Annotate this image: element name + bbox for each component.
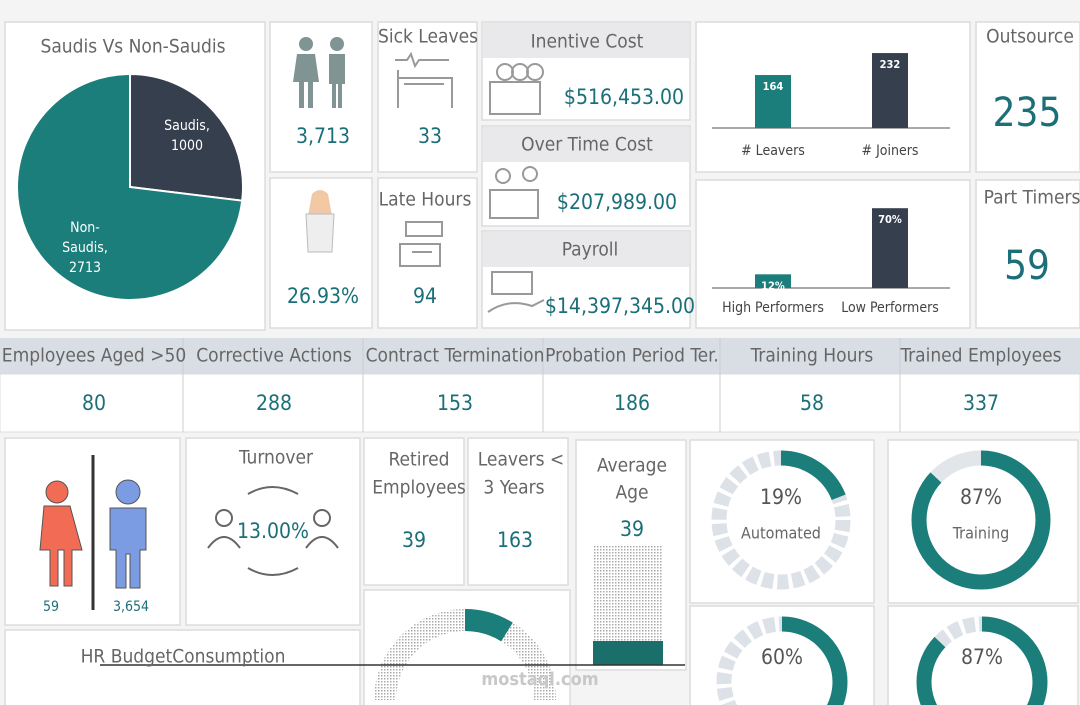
- metric-value: 153: [437, 391, 473, 415]
- pie-value: 1000: [171, 138, 203, 154]
- saudi-icon: [305, 190, 335, 253]
- donut-caption: Automated: [741, 524, 821, 543]
- male-value: 3,654: [113, 599, 149, 615]
- metric-title: Trained Employees: [899, 345, 1061, 367]
- sick-leaves-title: Sick Leaves: [378, 26, 478, 48]
- clock-icon: [399, 221, 443, 267]
- pie-label: Non-: [70, 220, 100, 236]
- metrics-values: [0, 373, 1080, 433]
- metric-value: 80: [82, 391, 106, 415]
- female-value: 59: [43, 599, 59, 615]
- metric-title: Probation Period Ter.: [545, 345, 719, 367]
- donut-label: 87%: [960, 485, 1002, 509]
- donut-arc: [916, 616, 1048, 705]
- bar: [755, 75, 791, 128]
- donut-label: 60%: [761, 645, 803, 669]
- category-label: High Performers: [722, 300, 824, 316]
- card-header: [483, 232, 689, 267]
- employees-value: 3,713: [296, 124, 350, 148]
- cost-title: Inentive Cost: [531, 31, 644, 53]
- outsource-title: Outsource: [986, 26, 1074, 48]
- people-icon: [293, 37, 345, 108]
- age-bar-fill: [593, 641, 663, 665]
- donut-arc: [716, 616, 848, 705]
- retired-title: Retired: [389, 449, 450, 471]
- donut-caption: Training: [952, 524, 1010, 543]
- bar-label: 12%: [761, 279, 785, 292]
- metric-value: 58: [800, 391, 824, 415]
- cost-value: $516,453.00: [564, 85, 684, 109]
- pie-slice: [129, 72, 244, 202]
- watermark: mostaql.com: [481, 669, 598, 690]
- outsource-value: 235: [993, 90, 1062, 136]
- average-age-value: 39: [620, 517, 644, 541]
- money-icon: [487, 63, 545, 313]
- cost-value: $207,989.00: [557, 190, 677, 214]
- card-header: [483, 127, 689, 162]
- metric-title: Training Hours: [750, 345, 874, 367]
- donut-label: 87%: [961, 645, 1003, 669]
- cost-title: Over Time Cost: [521, 134, 653, 156]
- category-label: # Joiners: [862, 143, 919, 159]
- turnover-title: Turnover: [238, 447, 314, 469]
- pie-value: 2713: [69, 260, 101, 276]
- metric-dividers: [182, 338, 901, 432]
- saudi-share-value: 26.93%: [287, 284, 359, 308]
- pie-slice: [16, 72, 244, 301]
- metric-title: Employees Aged >50: [2, 345, 186, 367]
- card: [695, 21, 971, 173]
- early-leavers-value: 163: [497, 528, 533, 552]
- card: [695, 179, 971, 329]
- metric-title: Corrective Actions: [196, 345, 352, 367]
- pie-label: Saudis,: [62, 240, 108, 256]
- early-leavers-title: 3 Years: [483, 477, 544, 499]
- retired-title: Employees: [372, 477, 466, 499]
- retired-value: 39: [402, 528, 426, 552]
- card: [185, 437, 361, 626]
- card: [269, 21, 373, 173]
- half-donut-arc: [464, 609, 513, 642]
- bar-label: 164: [763, 80, 784, 93]
- pie-label: Saudis,: [164, 118, 210, 134]
- category-label: # Leavers: [741, 143, 805, 159]
- bar: [872, 208, 908, 288]
- metric-value: 337: [963, 391, 999, 415]
- turnover-icon: [207, 486, 339, 576]
- card: [467, 437, 569, 586]
- metric-title: Contract Termination: [366, 345, 545, 367]
- part-timers-title: Part Timers: [984, 187, 1080, 209]
- donut-arc: [911, 450, 1051, 590]
- sick-leaves-value: 33: [418, 124, 442, 148]
- turnover-value: 13.00%: [237, 519, 309, 543]
- bar: [755, 274, 791, 288]
- average-age-title: Average: [597, 455, 667, 477]
- bar-label: 232: [880, 58, 901, 71]
- metric-value: 186: [614, 391, 650, 415]
- donut-arc: [711, 450, 851, 590]
- card-header: [483, 23, 689, 58]
- hr-budget-title: HR BudgetConsumption: [81, 646, 286, 668]
- bar: [872, 53, 908, 129]
- cost-title: Payroll: [562, 239, 619, 261]
- card: [4, 629, 361, 705]
- bed-icon: [395, 51, 453, 108]
- card: [975, 21, 1080, 173]
- pie-title: Saudis Vs Non-Saudis: [40, 36, 225, 58]
- donut-label: 19%: [760, 485, 802, 509]
- late-hours-title: Late Hours: [379, 189, 472, 211]
- metric-value: 288: [256, 391, 292, 415]
- card: [975, 179, 1080, 329]
- cost-value: $14,397,345.00: [545, 294, 695, 318]
- late-hours-value: 94: [413, 284, 437, 308]
- gender-icons: [39, 455, 147, 610]
- card: [377, 21, 478, 173]
- part-timers-value: 59: [1004, 243, 1050, 289]
- card: [363, 437, 465, 586]
- early-leavers-title: Leavers <: [478, 449, 565, 471]
- bar-label: 70%: [878, 213, 902, 226]
- category-label: Low Performers: [841, 300, 939, 316]
- average-age-title: Age: [615, 482, 648, 504]
